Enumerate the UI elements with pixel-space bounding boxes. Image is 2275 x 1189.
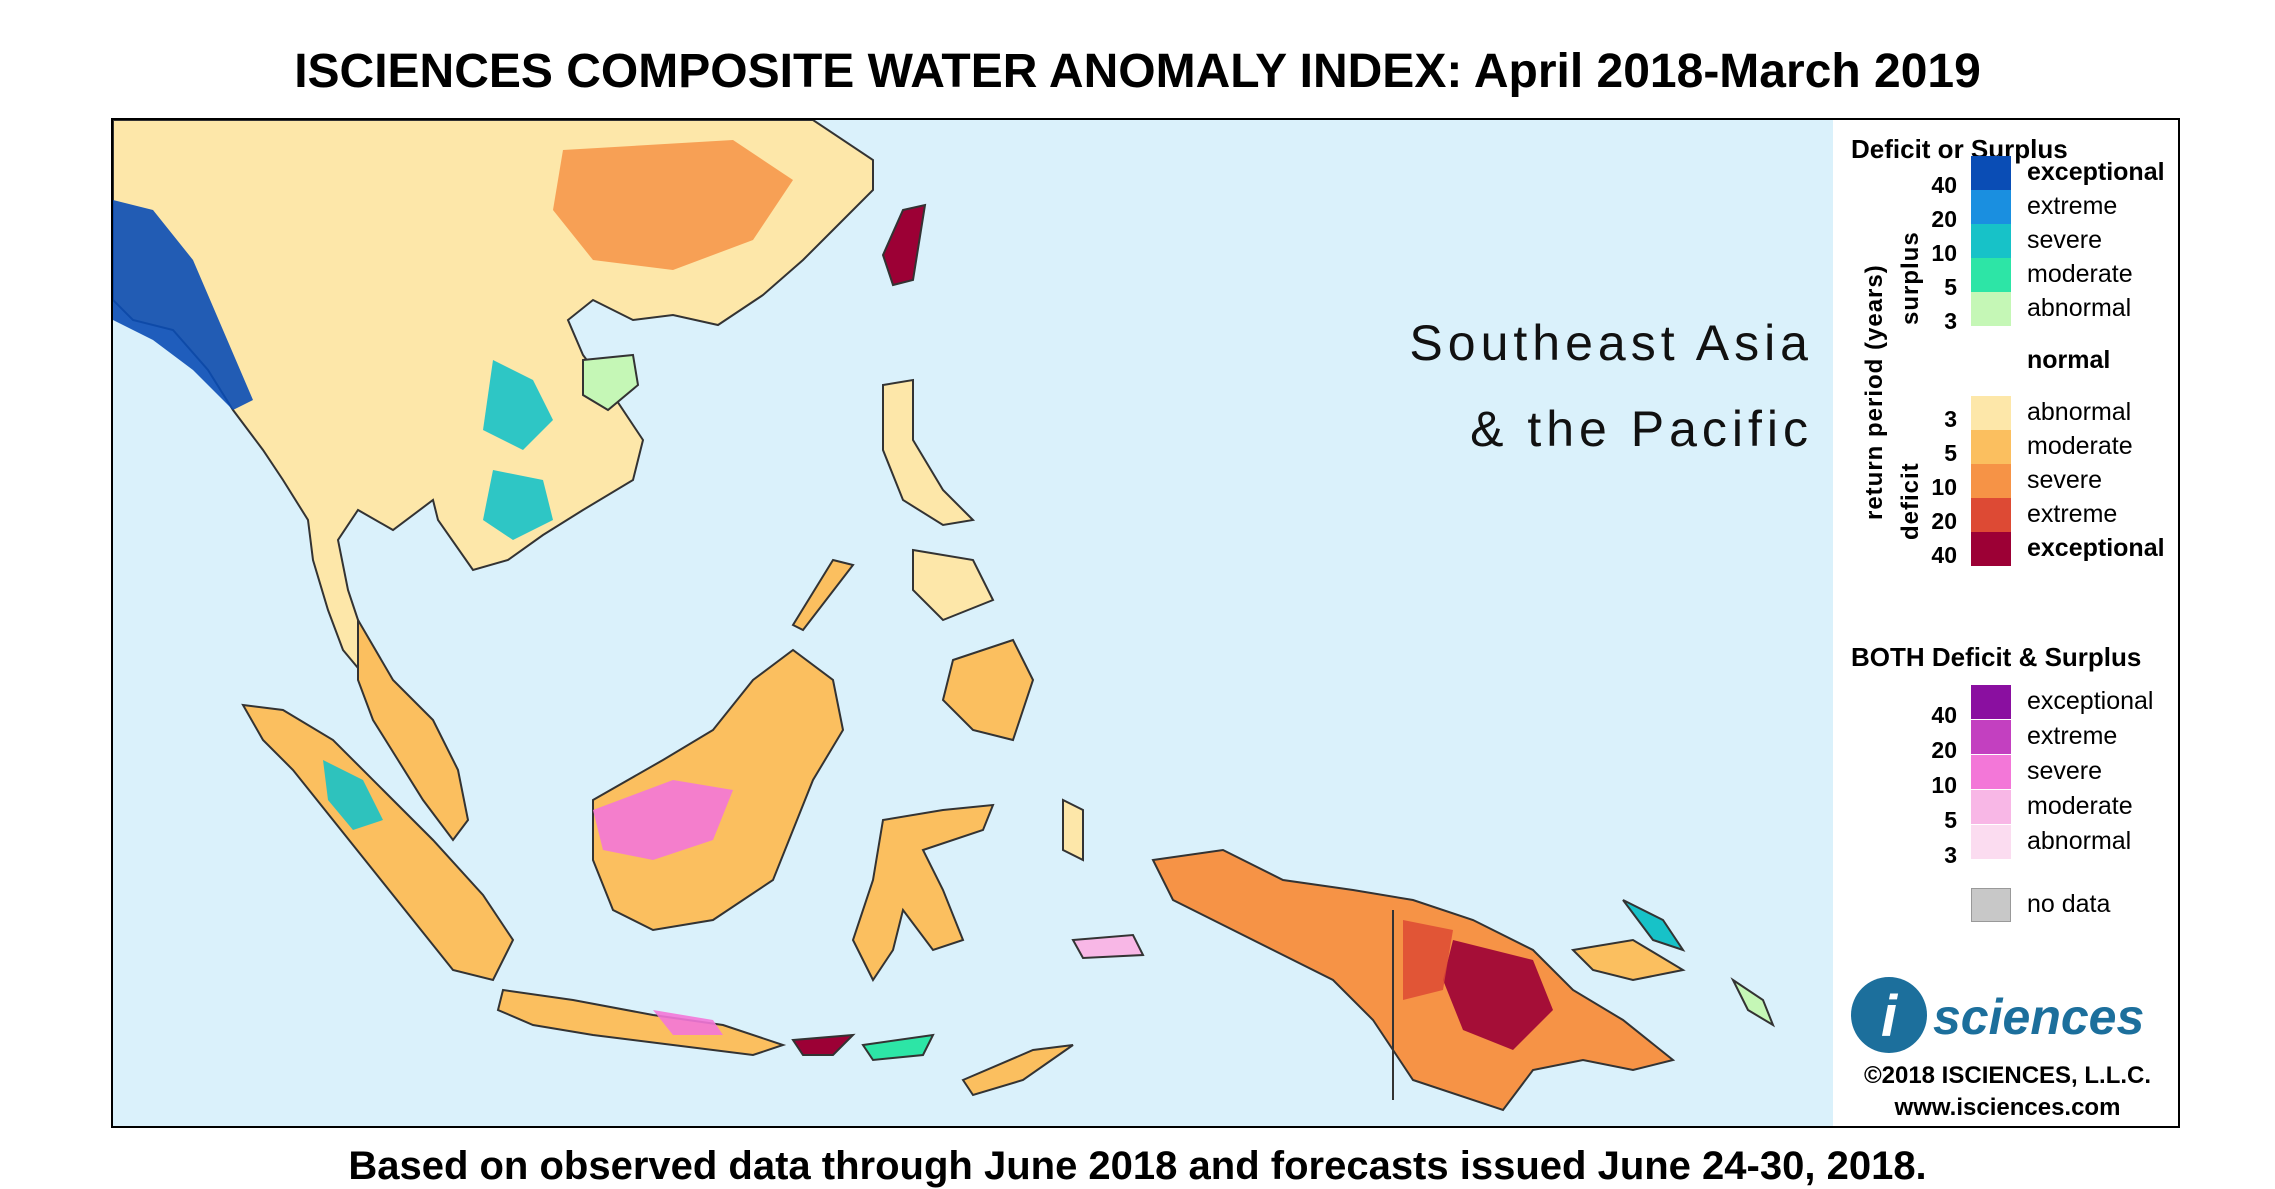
legend-swatch-both-3: [1971, 790, 2011, 824]
new-ireland: [1622, 899, 1686, 952]
legend-tick-both-0: 40: [1931, 702, 1957, 728]
china-deficit: [553, 140, 793, 270]
legend-swatch-both-2: [1971, 755, 2011, 789]
myanmar-surplus: [113, 200, 253, 410]
map-frame: Southeast Asia & the Pacific Deficit or …: [111, 118, 2180, 1128]
philippines-luzon: [882, 378, 976, 527]
legend-swatch-surplus-3: [1971, 258, 2011, 292]
region-label: Southeast Asia & the Pacific: [1409, 315, 1813, 457]
cambodia-surplus: [483, 470, 553, 540]
maluku-1: [1062, 798, 1084, 862]
legend-label-deficit-1: moderate: [2027, 432, 2133, 460]
legend-swatch-both-4: [1971, 825, 2011, 859]
legend-label-deficit-4: exceptional: [2027, 534, 2165, 562]
map-title: ISCIENCES COMPOSITE WATER ANOMALY INDEX:…: [294, 45, 1981, 98]
legend-tick-surplus-4: 3: [1944, 308, 1957, 334]
legend-label-both-4: abnormal: [2027, 827, 2132, 855]
legend-swatch-surplus-2: [1971, 224, 2011, 258]
legend-swatch-both-0: [1971, 685, 2011, 719]
lesser-sunda-1: [791, 1033, 856, 1056]
legend-label-both-3: moderate: [2027, 792, 2133, 820]
legend-tick-both-4: 3: [1944, 842, 1957, 868]
legend-tick-deficit-4: 40: [1931, 542, 1957, 568]
legend-tick-surplus-0: 40: [1931, 172, 1957, 198]
legend-swatch-surplus-1: [1971, 190, 2011, 224]
logo-i: i: [1881, 984, 1899, 1049]
legend-label-normal: normal: [2027, 346, 2111, 374]
png-extreme: [1403, 920, 1453, 1000]
legend-label-surplus-4: abnormal: [2027, 294, 2132, 322]
legend-swatch-deficit-4: [1971, 532, 2011, 566]
timor: [961, 1044, 1074, 1097]
legend-label-deficit-0: abnormal: [2027, 398, 2132, 426]
borneo-both: [593, 780, 733, 860]
legend-label-nodata: no data: [2027, 890, 2111, 918]
legend-swatch-deficit-0: [1971, 396, 2011, 430]
legend-swatch-deficit-2: [1971, 464, 2011, 498]
legend-swatch-nodata: [1971, 888, 2011, 922]
legend-tick-deficit-0: 3: [1944, 406, 1957, 432]
legend-tick-both-1: 20: [1931, 737, 1957, 763]
legend-swatch-normal: [1971, 326, 2011, 396]
sumatra: [241, 703, 515, 982]
legend-axis-label: return period (years): [1861, 264, 1888, 520]
footer-note: Based on observed data through June 2018…: [348, 1144, 1927, 1188]
legend-tick-surplus-3: 5: [1944, 274, 1957, 300]
sumatra-surplus: [323, 760, 383, 830]
map-area[interactable]: Southeast Asia & the Pacific: [113, 120, 1833, 1126]
philippines-visayas: [912, 548, 995, 622]
maluku-2: [1071, 933, 1145, 960]
isciences-logo: i sciences: [1851, 977, 2144, 1053]
legend-tick-deficit-3: 20: [1931, 508, 1957, 534]
java: [496, 988, 787, 1057]
sulawesi: [851, 803, 995, 982]
legend-label-surplus-0: exceptional: [2027, 158, 2165, 186]
legend-panel: Deficit or Surplus return period (years)…: [1837, 120, 2178, 1126]
legend-label-both-0: exceptional: [2027, 687, 2154, 715]
website-link[interactable]: www.isciences.com: [1894, 1094, 2121, 1121]
legend-label-surplus-3: moderate: [2027, 260, 2133, 288]
legend-label-surplus-2: severe: [2027, 226, 2103, 254]
legend-tick-surplus-2: 10: [1931, 240, 1957, 266]
legend-tick-both-3: 5: [1944, 807, 1957, 833]
legend-swatch-deficit-1: [1971, 430, 2011, 464]
legend-swatch-both-1: [1971, 720, 2011, 754]
logo-circle: [1851, 977, 1927, 1053]
legend-tick-deficit-1: 5: [1944, 440, 1957, 466]
legend-swatch-surplus-4: [1971, 292, 2011, 326]
legend-label-deficit-3: extreme: [2027, 500, 2118, 528]
legend-label-surplus-1: extreme: [2027, 192, 2118, 220]
legend-label-both-1: extreme: [2027, 722, 2118, 750]
logo-text: sciences: [1933, 989, 2144, 1045]
malay-peninsula: [357, 616, 470, 842]
hainan: [582, 353, 640, 412]
legend-tick-both-2: 10: [1931, 772, 1957, 798]
new-britain: [1570, 938, 1686, 982]
legend-label-both-2: severe: [2027, 757, 2103, 785]
legend-swatch-deficit-3: [1971, 498, 2011, 532]
legend-section2-title: BOTH Deficit & Surplus: [1851, 642, 2142, 672]
legend-section1-title: Deficit or Surplus: [1851, 134, 2068, 164]
philippines-mindanao: [941, 638, 1035, 742]
copyright: ©2018 ISCIENCES, L.L.C.: [1863, 1062, 2152, 1089]
map-svg: [113, 120, 1776, 1112]
vietnam-surplus: [483, 360, 553, 450]
lesser-sunda-2: [861, 1033, 935, 1062]
legend-swatch-surplus-0: [1971, 156, 2011, 190]
taiwan: [881, 203, 927, 287]
legend-label-deficit-2: severe: [2027, 466, 2103, 494]
palawan: [791, 558, 855, 632]
png-exceptional: [1443, 940, 1553, 1050]
java-both: [653, 1010, 723, 1035]
legend-tick-surplus-1: 20: [1931, 206, 1957, 232]
legend-tick-deficit-2: 10: [1931, 474, 1957, 500]
solomon-islands: [1730, 977, 1776, 1028]
